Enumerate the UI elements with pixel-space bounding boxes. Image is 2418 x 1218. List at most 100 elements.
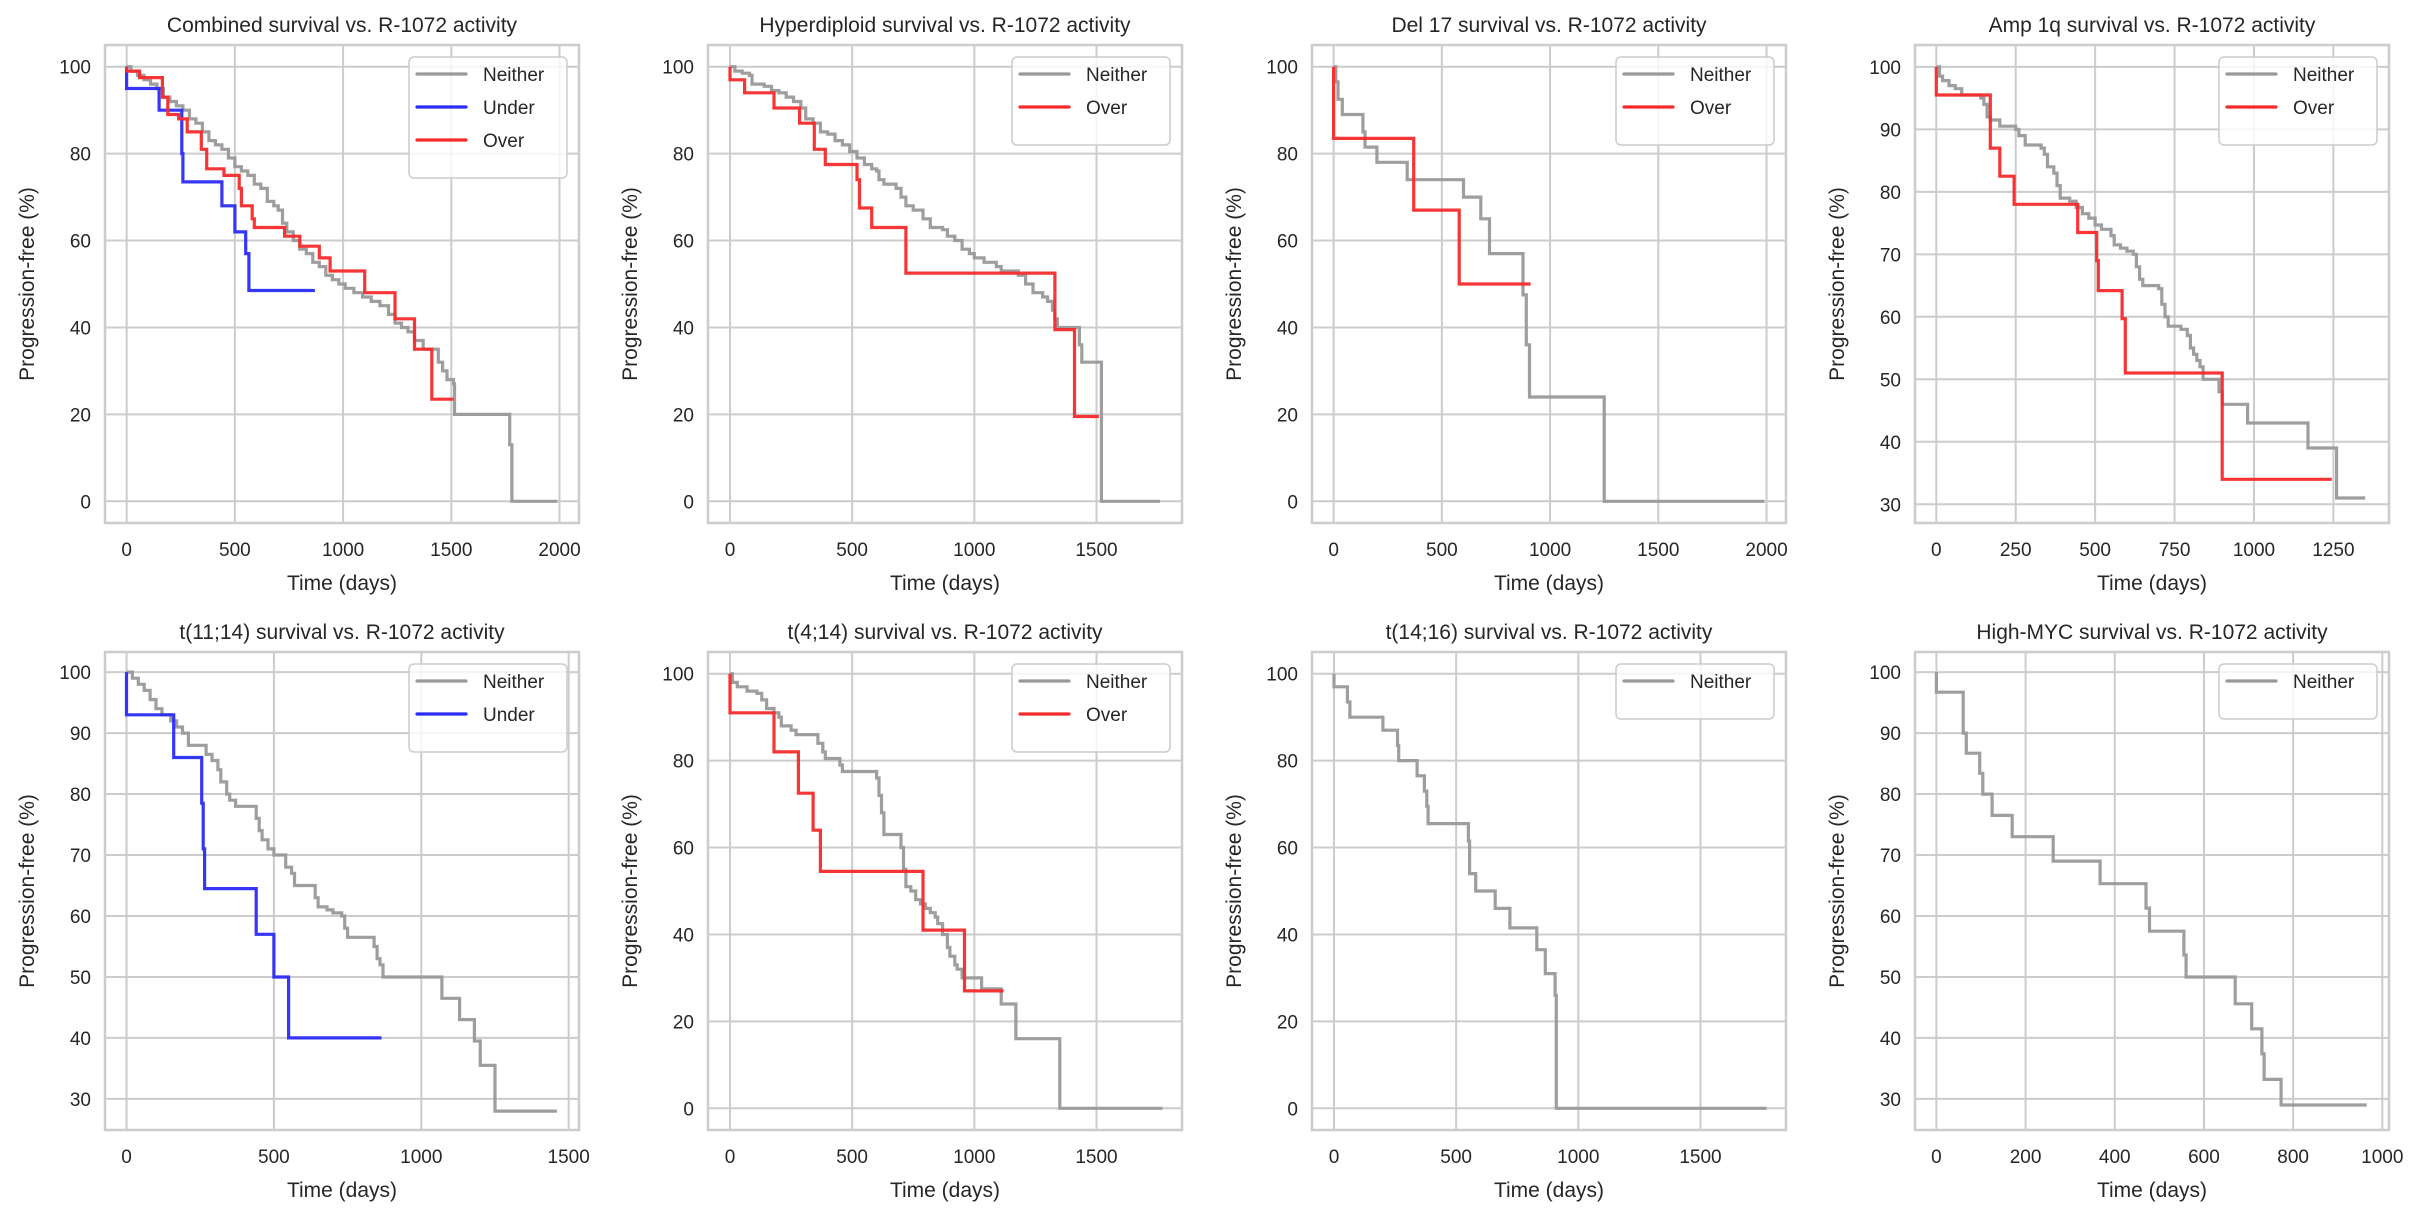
x-tick-label: 500 [258,1147,290,1168]
y-tick-label: 20 [1277,405,1298,426]
series-line-over [728,66,1099,419]
y-tick-label: 60 [70,232,91,253]
y-tick-label: 20 [70,405,91,426]
plot-frame [1310,43,1788,525]
legend-entry-over: Over [415,131,525,152]
series-group [1332,65,1765,503]
y-tick-label: 100 [1869,58,1901,79]
y-tick-label: 80 [673,752,694,773]
legend-box [1011,663,1171,753]
x-axis-label: Time (days) [2097,1179,2207,1202]
legend-entry-under: Under [415,705,535,726]
chart-svg: t(14;16) survival vs. R-1072 activity 0 50… [1223,621,1788,1202]
x-tick-label: 0 [121,1147,132,1168]
legend-label: Neither [2293,672,2355,693]
x-tick-label: 1000 [953,1147,995,1168]
x-tick-label: 2000 [538,540,580,561]
x-tick-label: 0 [1931,1147,1942,1168]
x-tick-label: 0 [725,540,736,561]
legend-label: Over [1086,98,1128,119]
series-line-neither [730,65,1160,503]
legend: Neither Under [408,663,568,753]
legend-label: Neither [1086,65,1148,86]
x-tick-label: 750 [2159,540,2191,561]
x-axis-label: Time (days) [2097,572,2207,595]
y-tick-label: 70 [1880,245,1901,266]
legend: Neither Over [1615,56,1775,146]
legend-label: Over [1690,98,1732,119]
y-tick-label: 80 [1880,183,1901,204]
y-tick-label: 100 [1869,663,1901,684]
grid [1915,652,2389,1130]
y-tick-label: 70 [1880,846,1901,867]
y-tick-label: 60 [1277,232,1298,253]
chart-panel-t11-14: t(11;14) survival vs. R-1072 activity 0 50… [0,607,604,1214]
chart-panel-combined: Combined survival vs. R-1072 activity 0 50… [0,0,604,607]
x-tick-label: 400 [2099,1147,2131,1168]
y-tick-label: 40 [1880,1029,1901,1050]
chart-panel-hyperdiploid: Hyperdiploid survival vs. R-1072 activit… [603,0,1207,607]
series-group [125,65,558,503]
series-line-over [728,673,1004,993]
y-tick-label: 40 [1277,318,1298,339]
y-tick-label: 100 [1266,665,1298,686]
legend: Neither [2218,663,2378,720]
chart-title: High-MYC survival vs. R-1072 activity [1976,621,2328,644]
x-axis-label: Time (days) [890,1179,1000,1202]
plot-frame [706,43,1184,525]
series-line-neither [1333,65,1765,503]
y-tick-label: 80 [673,145,694,166]
y-tick-label: 60 [70,907,91,928]
legend: Neither [1615,663,1775,720]
y-tick-label: 70 [70,846,91,867]
plot-frame [1913,650,2391,1132]
y-axis-label: Progression-free (%) [16,794,39,988]
y-tick-label: 60 [673,232,694,253]
y-tick-label: 60 [1880,907,1901,928]
legend-entry-neither: Neither [415,65,545,86]
x-tick-label: 1000 [2233,540,2275,561]
y-tick-label: 90 [70,724,91,745]
legend-box [2218,663,2378,720]
plot-frame [103,650,581,1132]
legend: Neither Under Over [408,56,568,179]
chart-panel-del17: Del 17 survival vs. R-1072 activity 0 500 1… [1207,0,1811,607]
legend: Neither Over [1011,56,1171,146]
chart-title: t(11;14) survival vs. R-1072 activity [179,621,505,644]
y-tick-label: 40 [70,1029,91,1050]
legend-entry-neither: Neither [415,672,545,693]
plot-frame [103,43,581,525]
chart-title: t(14;16) survival vs. R-1072 activity [1386,621,1713,644]
series-group [1332,673,1767,1110]
series-group [1934,65,2366,500]
legend-label: Under [483,98,535,119]
x-tick-label: 800 [2277,1147,2309,1168]
chart-svg: High-MYC survival vs. R-1072 activity 0 20… [1826,621,2403,1202]
chart-title: Del 17 survival vs. R-1072 activity [1391,14,1707,37]
legend-label: Over [2293,98,2335,119]
legend-entry-neither: Neither [1622,65,1752,86]
legend-label: Neither [1690,65,1752,86]
legend: Neither Over [2218,56,2378,146]
chart-panel-t4-14: t(4;14) survival vs. R-1072 activity 0 500… [603,607,1207,1214]
x-tick-label: 500 [1426,540,1458,561]
x-tick-label: 1000 [953,540,995,561]
chart-svg: Combined survival vs. R-1072 activity 0 50… [16,14,581,595]
x-tick-label: 0 [1329,1147,1340,1168]
series-line-under [124,672,382,1040]
x-tick-label: 500 [1440,1147,1472,1168]
series-line-neither [1332,673,1767,1110]
plot-frame [1913,43,2391,525]
x-tick-label: 1250 [2312,540,2354,561]
y-tick-label: 80 [70,785,91,806]
x-tick-label: 1000 [400,1147,442,1168]
series-line-over [1934,66,2332,481]
series-line-over [125,66,454,401]
legend-entry-neither: Neither [1622,672,1752,693]
y-tick-label: 0 [683,492,694,513]
y-tick-label: 20 [673,1012,694,1033]
x-tick-label: 0 [1931,540,1942,561]
y-tick-label: 30 [70,1090,91,1111]
y-axis-label: Progression-free (%) [1826,187,1849,381]
y-tick-label: 0 [80,492,91,513]
